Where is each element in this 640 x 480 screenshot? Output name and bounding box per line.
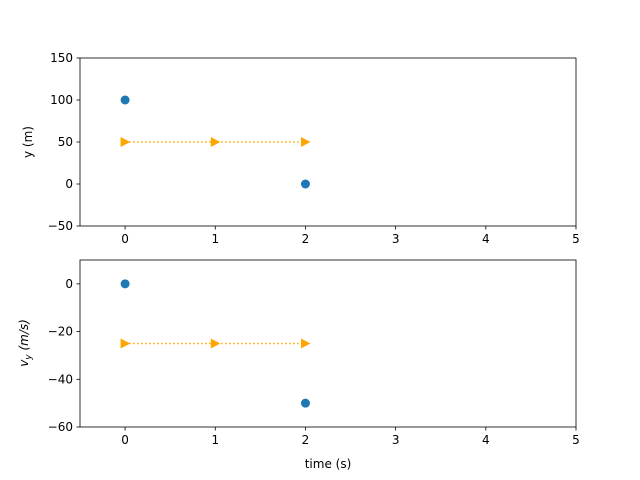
triangle-point: [210, 338, 221, 349]
position-subplot: y (m) 0 1 2 3 4 5 −50 0 50 100 150: [21, 51, 580, 246]
y-tick-label: 100: [50, 93, 73, 107]
y-tick-label: −40: [48, 372, 73, 386]
plot-frame: [79, 259, 577, 428]
x-tick-label: 2: [302, 232, 310, 246]
y-axis-label: y (m): [21, 126, 35, 158]
triangle-point: [300, 137, 311, 147]
y-tick-label: 0: [65, 177, 73, 191]
y-tick-label: 0: [65, 277, 73, 291]
x-tick-label: 4: [482, 232, 490, 246]
x-tick-label: 4: [482, 433, 490, 447]
x-tick-label: 3: [392, 232, 400, 246]
x-tick-label: 5: [572, 433, 580, 447]
y-tick-label: −50: [48, 219, 73, 233]
x-tick-label: 1: [211, 433, 219, 447]
triangle-point: [120, 137, 131, 147]
x-tick-label: 5: [572, 232, 580, 246]
x-tick-label: 3: [392, 433, 400, 447]
x-tick-label: 1: [211, 232, 219, 246]
ylabel-rest: (m/s): [17, 319, 31, 354]
y-tick-label: −60: [48, 420, 73, 434]
x-tick-label: 0: [121, 433, 129, 447]
triangle-point: [120, 338, 131, 349]
y-tick-label: −20: [48, 325, 73, 339]
circle-point: [300, 398, 310, 408]
y-axis-label: vy (m/s): [17, 319, 34, 367]
x-tick-label: 0: [121, 232, 129, 246]
triangle-point: [300, 338, 311, 349]
circle-point: [120, 279, 130, 289]
y-tick-label: 150: [50, 51, 73, 65]
velocity-subplot: time (s) vy (m/s) 0 1 2 3 4 5 −60 −40 −20 0: [17, 259, 580, 471]
ylabel-main: v: [17, 359, 31, 367]
y-tick-label: 50: [58, 135, 73, 149]
circle-point: [300, 179, 310, 189]
ylabel-sub: y: [24, 354, 34, 361]
circle-point: [120, 95, 130, 105]
triangle-point: [210, 137, 221, 147]
x-tick-label: 2: [302, 433, 310, 447]
x-axis-label: time (s): [305, 457, 352, 471]
